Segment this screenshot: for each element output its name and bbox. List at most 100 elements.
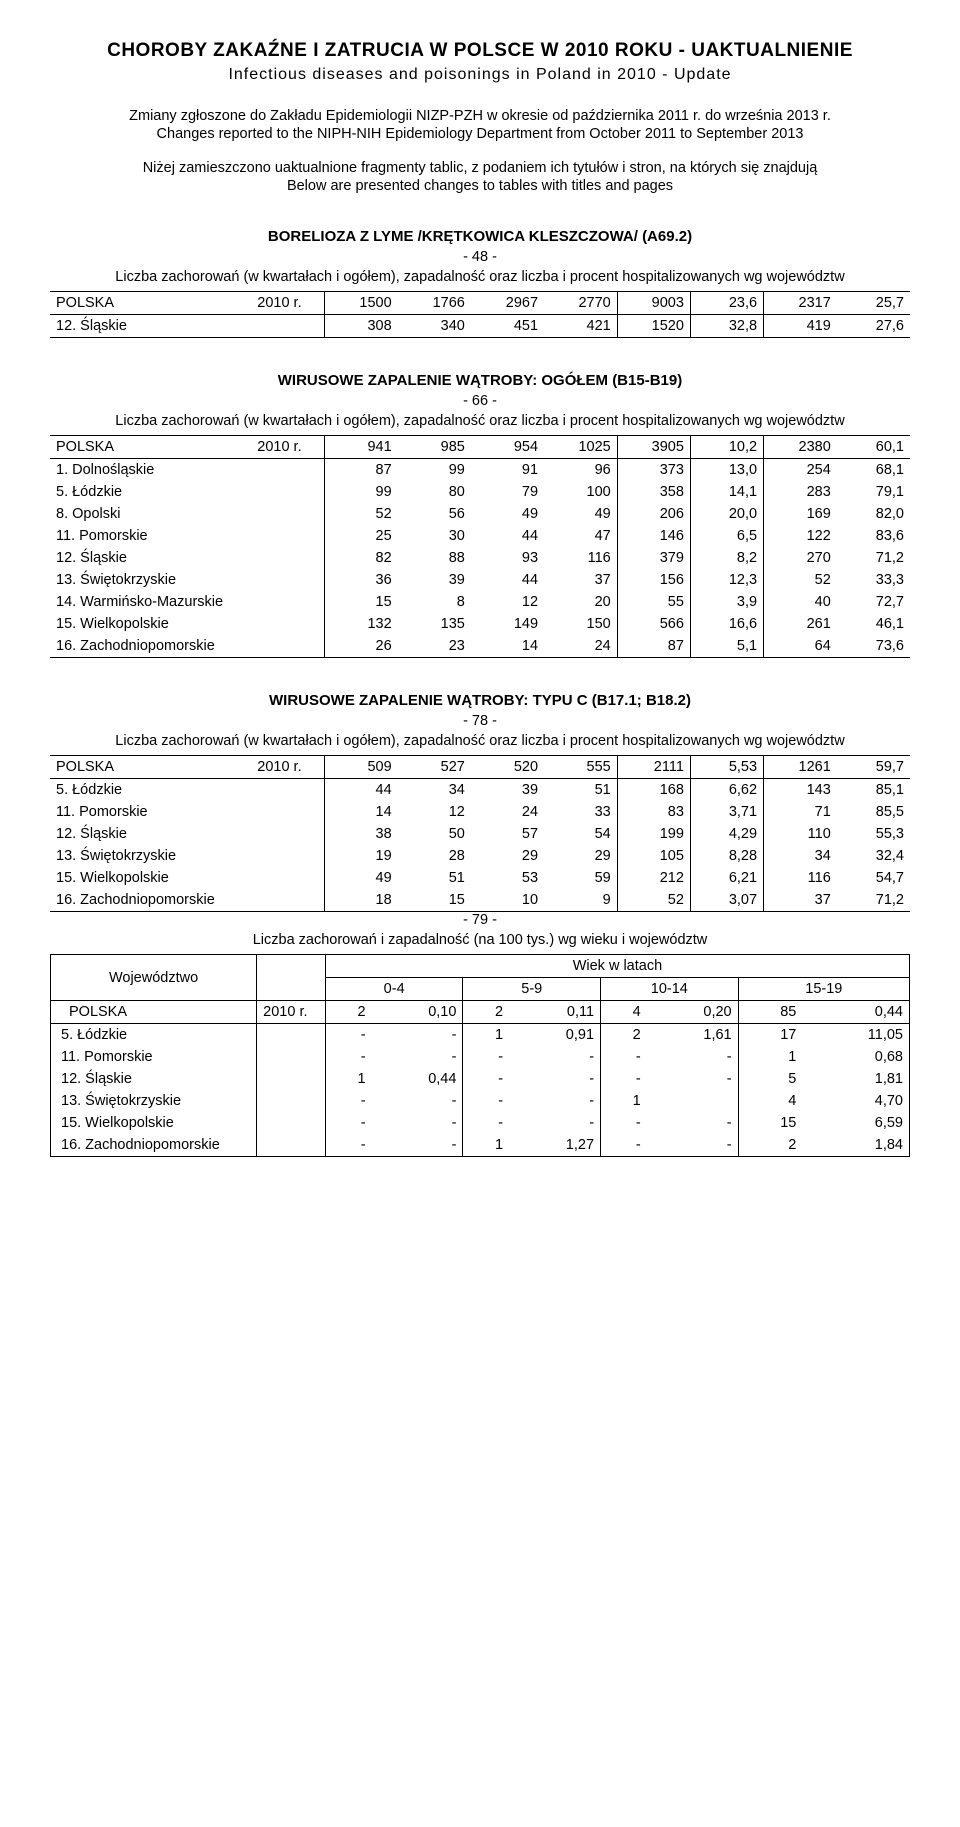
cell xyxy=(251,569,324,591)
table-row: 5. Łódzkie99807910035814,128379,1 xyxy=(50,481,910,503)
cell: 80 xyxy=(398,481,471,503)
age-table: Województwo Wiek w latach 0-45-910-1415-… xyxy=(50,954,910,1157)
cell: 3,9 xyxy=(690,591,763,613)
cell: 51 xyxy=(544,779,617,802)
cell xyxy=(251,315,324,338)
cell: 566 xyxy=(617,613,690,635)
below-en: Below are presented changes to tables wi… xyxy=(50,178,910,194)
cell: 4 xyxy=(738,1090,802,1112)
cell: 33,3 xyxy=(837,569,910,591)
cell: 15 xyxy=(738,1112,802,1134)
cell: - xyxy=(647,1134,738,1157)
cell: 169 xyxy=(764,503,837,525)
cell: 419 xyxy=(764,315,837,338)
cell: 12,3 xyxy=(690,569,763,591)
cell: 24 xyxy=(471,801,544,823)
col-wiek: Wiek w latach xyxy=(325,955,909,978)
age-table-row: 15. Wielkopolskie------156,59 xyxy=(51,1112,910,1134)
cell: 156 xyxy=(617,569,690,591)
cell: 2967 xyxy=(471,292,544,315)
cell: 954 xyxy=(471,436,544,459)
cell: - xyxy=(509,1112,600,1134)
cell: 9 xyxy=(544,889,617,912)
cell: 2010 r. xyxy=(251,292,324,315)
cell xyxy=(257,1046,326,1068)
cell: 83,6 xyxy=(837,525,910,547)
cell: 19 xyxy=(324,845,397,867)
cell: 64 xyxy=(764,635,837,658)
cell: - xyxy=(463,1068,509,1090)
table-row: 15. Wielkopolskie495153592126,2111654,7 xyxy=(50,867,910,889)
cell: 56 xyxy=(398,503,471,525)
cell: 50 xyxy=(398,823,471,845)
cell: 36 xyxy=(324,569,397,591)
cell: 14 xyxy=(471,635,544,658)
cell: 71 xyxy=(764,801,837,823)
cell: 30 xyxy=(398,525,471,547)
cell xyxy=(257,1090,326,1112)
cell: 73,6 xyxy=(837,635,910,658)
cell: 451 xyxy=(471,315,544,338)
cell xyxy=(251,547,324,569)
cell: 5,1 xyxy=(690,635,763,658)
cell: 150 xyxy=(544,613,617,635)
cell: POLSKA xyxy=(50,756,251,779)
cell: - xyxy=(463,1090,509,1112)
page-title: CHOROBY ZAKAŹNE I ZATRUCIA W POLSCE W 20… xyxy=(50,40,910,62)
cell: 0,11 xyxy=(509,1001,600,1024)
cell: 1. Dolnośląskie xyxy=(50,459,251,482)
cell: 206 xyxy=(617,503,690,525)
cell: 47 xyxy=(544,525,617,547)
age-table-row: 16. Zachodniopomorskie--11,27--21,84 xyxy=(51,1134,910,1157)
cell: - xyxy=(601,1112,647,1134)
cell: 0,20 xyxy=(647,1001,738,1024)
table-row: 8. Opolski5256494920620,016982,0 xyxy=(50,503,910,525)
cell: 71,2 xyxy=(837,547,910,569)
cell: 1261 xyxy=(764,756,837,779)
cell: 55 xyxy=(617,591,690,613)
cell: - xyxy=(325,1024,371,1047)
cell: 1,81 xyxy=(802,1068,909,1090)
cell: 20,0 xyxy=(690,503,763,525)
cell: 10 xyxy=(471,889,544,912)
cell: - xyxy=(325,1112,371,1134)
cell: 38 xyxy=(324,823,397,845)
cell: 54,7 xyxy=(837,867,910,889)
cell: 373 xyxy=(617,459,690,482)
cell: 5. Łódzkie xyxy=(51,1024,257,1047)
cell xyxy=(257,1068,326,1090)
cell: 39 xyxy=(471,779,544,802)
cell: - xyxy=(372,1046,463,1068)
cell: 1 xyxy=(463,1134,509,1157)
data-table: POLSKA2010 r.9419859541025390510,2238060… xyxy=(50,435,910,658)
cell: 44 xyxy=(471,525,544,547)
cell: 46,1 xyxy=(837,613,910,635)
cell: 9003 xyxy=(617,292,690,315)
cell: 37 xyxy=(544,569,617,591)
cell xyxy=(251,867,324,889)
cell: 0,68 xyxy=(802,1046,909,1068)
cell xyxy=(251,823,324,845)
cell xyxy=(647,1090,738,1112)
cell: 12. Śląskie xyxy=(51,1068,257,1090)
table-row: 5. Łódzkie443439511686,6214385,1 xyxy=(50,779,910,802)
cell: 2010 r. xyxy=(257,1001,326,1024)
page-number: - 66 - xyxy=(50,393,910,409)
cell: 8. Opolski xyxy=(50,503,251,525)
cell xyxy=(257,1134,326,1157)
section-title: BORELIOZA Z LYME /KRĘTKOWICA KLESZCZOWA/… xyxy=(50,228,910,245)
cell: 110 xyxy=(764,823,837,845)
cell: 4,29 xyxy=(690,823,763,845)
cell: 16,6 xyxy=(690,613,763,635)
cell: 14,1 xyxy=(690,481,763,503)
cell: 11. Pomorskie xyxy=(50,801,251,823)
cell: 527 xyxy=(398,756,471,779)
cell: 212 xyxy=(617,867,690,889)
cell: 49 xyxy=(324,867,397,889)
cell: - xyxy=(601,1068,647,1090)
cell xyxy=(251,779,324,802)
cell: 6,5 xyxy=(690,525,763,547)
page-subtitle: Infectious diseases and poisonings in Po… xyxy=(50,66,910,84)
age-group-header: 5-9 xyxy=(463,978,601,1001)
cell: - xyxy=(509,1068,600,1090)
